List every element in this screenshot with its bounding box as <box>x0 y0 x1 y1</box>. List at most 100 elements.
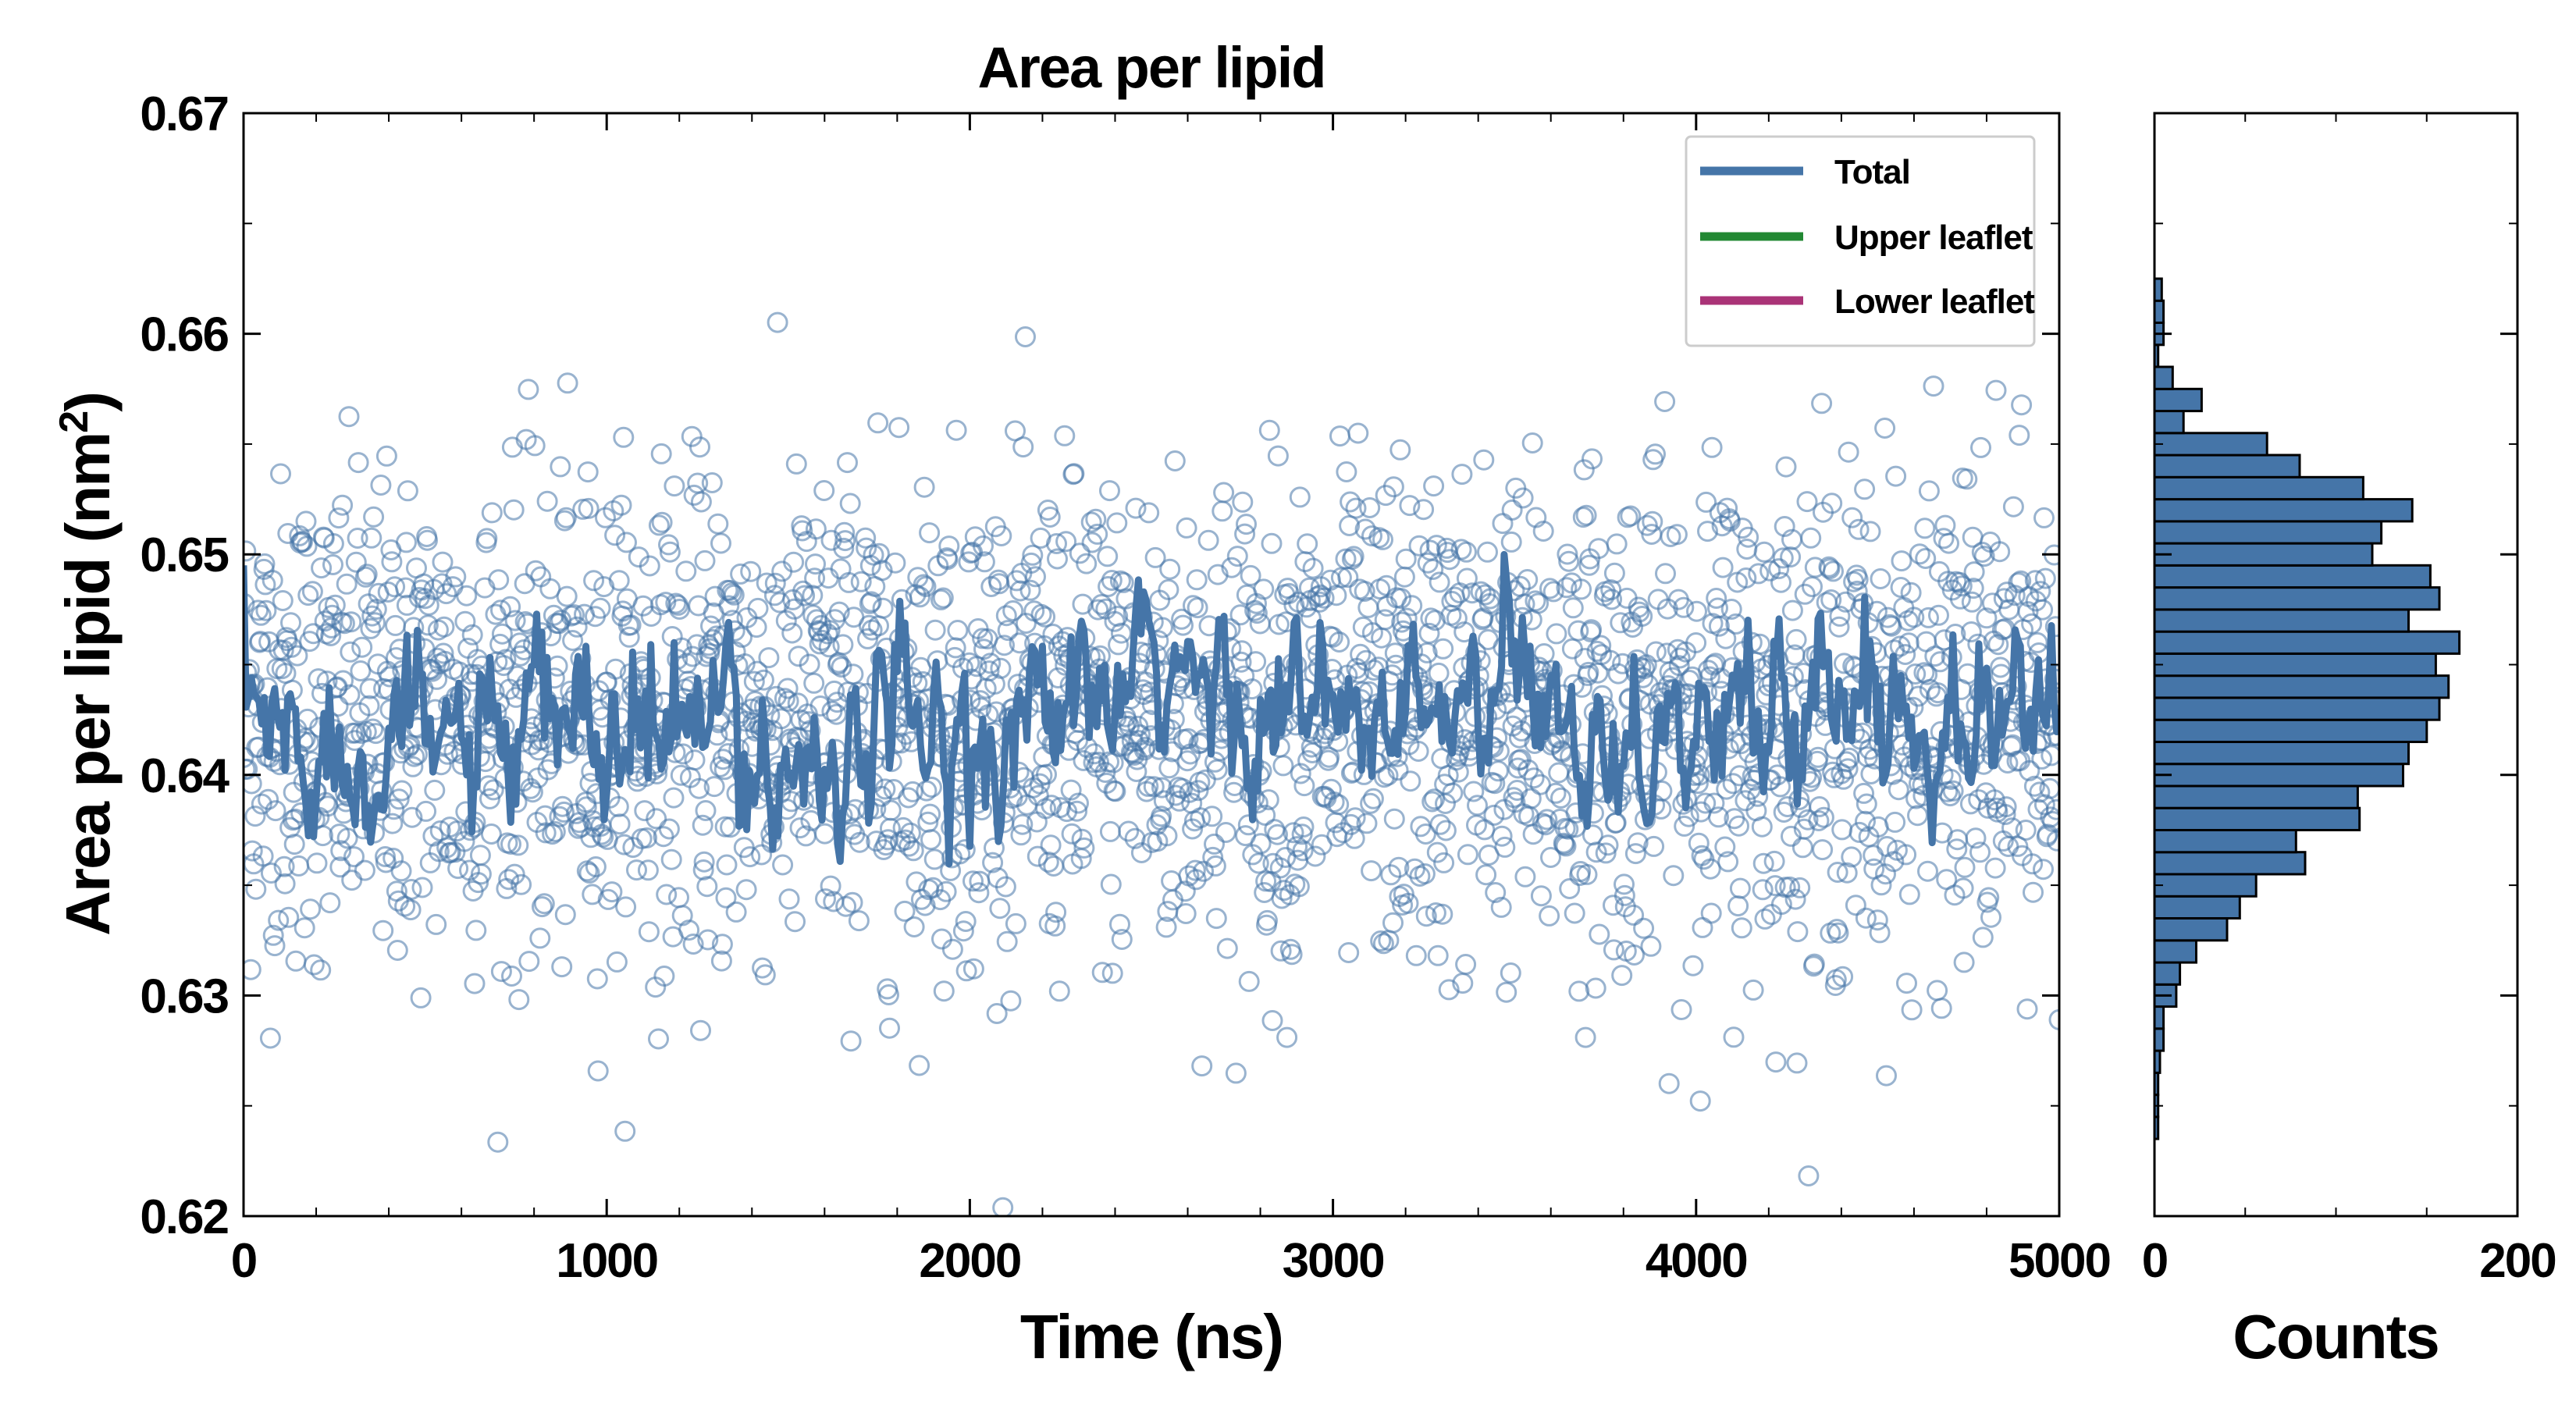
scatter-point <box>1514 866 1536 887</box>
scatter-point <box>1963 561 1985 583</box>
histogram-axis-ticks: 0 200 <box>2142 112 2557 1288</box>
scatter-point <box>1884 811 1906 833</box>
scatter-point <box>1545 782 1567 804</box>
scatter-point <box>1791 837 1813 859</box>
scatter-point <box>445 566 467 588</box>
scatter-point <box>385 614 406 636</box>
scatter-point <box>1717 497 1738 519</box>
scatter-point <box>716 854 738 876</box>
scatter-point <box>1739 778 1761 800</box>
scatter-point <box>758 647 780 669</box>
scatter-point <box>1876 1065 1897 1087</box>
scatter-point <box>363 506 385 528</box>
scatter-point <box>310 959 332 981</box>
scatter-point <box>433 616 455 638</box>
scatter-point <box>1500 962 1521 984</box>
scatter-point <box>1020 552 1042 574</box>
scatter-point <box>329 856 351 878</box>
scatter-point <box>578 497 600 519</box>
scatter-point <box>2026 631 2048 653</box>
scatter-point <box>1949 588 1971 610</box>
scatter-point <box>1091 962 1113 984</box>
scatter-point <box>1177 727 1199 749</box>
scatter-point <box>715 887 737 909</box>
scatter-point <box>1234 523 1256 545</box>
scatter-point <box>1151 806 1172 827</box>
scatter-point <box>837 452 858 474</box>
scatter-point <box>1663 865 1685 887</box>
y-tick-label: 0.67 <box>140 87 228 141</box>
histogram-bar <box>2153 851 2307 876</box>
scatter-point <box>1870 874 1892 896</box>
scatter-point <box>986 1003 1008 1024</box>
scatter-point <box>1517 569 1539 590</box>
scatter-point <box>1429 571 1450 593</box>
x-tick-label: 3000 <box>1283 1234 1384 1288</box>
scatter-point <box>867 412 889 434</box>
scatter-point <box>1855 907 1877 929</box>
scatter-point <box>2045 799 2059 820</box>
scatter-point <box>1585 841 1607 863</box>
scatter-point <box>1836 862 1858 884</box>
scatter-point <box>1286 836 1308 858</box>
scatter-point <box>860 591 882 613</box>
scatter-point <box>898 787 920 809</box>
scatter-point <box>578 863 600 884</box>
scatter-point <box>1368 527 1390 549</box>
scatter-point <box>1775 456 1797 478</box>
scatter-point <box>604 525 626 546</box>
scatter-point <box>418 594 439 616</box>
scatter-point <box>1760 904 1782 925</box>
scatter-point <box>324 594 346 616</box>
scatter-point <box>1424 788 1445 810</box>
scatter-point <box>1161 870 1183 891</box>
histogram-bar <box>2153 674 2450 699</box>
scatter-point <box>2001 817 2023 839</box>
scatter-point <box>1343 827 1365 849</box>
scatter-point <box>1153 790 1175 812</box>
scatter-point <box>784 598 805 620</box>
scatter-point <box>1787 921 1809 943</box>
scatter-point <box>1558 550 1580 572</box>
scatter-point <box>1400 770 1421 792</box>
scatter-point <box>996 930 1018 952</box>
scatter-point <box>262 924 284 946</box>
scatter-point <box>855 527 877 549</box>
histogram-bar <box>2153 873 2258 898</box>
scatter-point <box>1484 773 1506 795</box>
scatter-point <box>1970 436 1991 458</box>
scatter-point <box>1614 884 1635 906</box>
scatter-point <box>637 859 659 881</box>
scatter-point <box>1575 504 1597 526</box>
scatter-point <box>1034 606 1056 628</box>
scatter-point <box>1706 588 1727 609</box>
scatter-point <box>1573 459 1595 481</box>
scatter-point <box>1272 755 1294 777</box>
scatter-point <box>566 616 588 638</box>
scatter-point <box>491 623 513 645</box>
scatter-point <box>636 827 658 848</box>
scatter-point <box>833 537 855 559</box>
scatter-point <box>1940 769 1962 790</box>
histogram-bar <box>2153 564 2432 589</box>
scatter-point <box>785 453 807 475</box>
scatter-point <box>1250 833 1272 855</box>
scatter-point <box>407 744 428 766</box>
scatter-point <box>658 818 680 840</box>
scatter-point <box>340 641 361 663</box>
scatter-point <box>839 493 861 514</box>
scatter-point <box>1186 569 1208 591</box>
scatter-point <box>932 587 954 609</box>
scatter-point <box>778 888 800 910</box>
scatter-point <box>575 796 597 818</box>
scatter-point <box>681 425 703 447</box>
scatter-point <box>668 887 689 909</box>
scatter-point <box>1417 552 1439 574</box>
scatter-point <box>2015 820 2037 841</box>
scatter-point <box>1304 845 1326 867</box>
scatter-point <box>1808 810 1830 831</box>
scatter-point <box>490 961 512 983</box>
scatter-point <box>314 610 336 632</box>
scatter-point <box>1245 651 1267 673</box>
scatter-point <box>1273 880 1295 902</box>
